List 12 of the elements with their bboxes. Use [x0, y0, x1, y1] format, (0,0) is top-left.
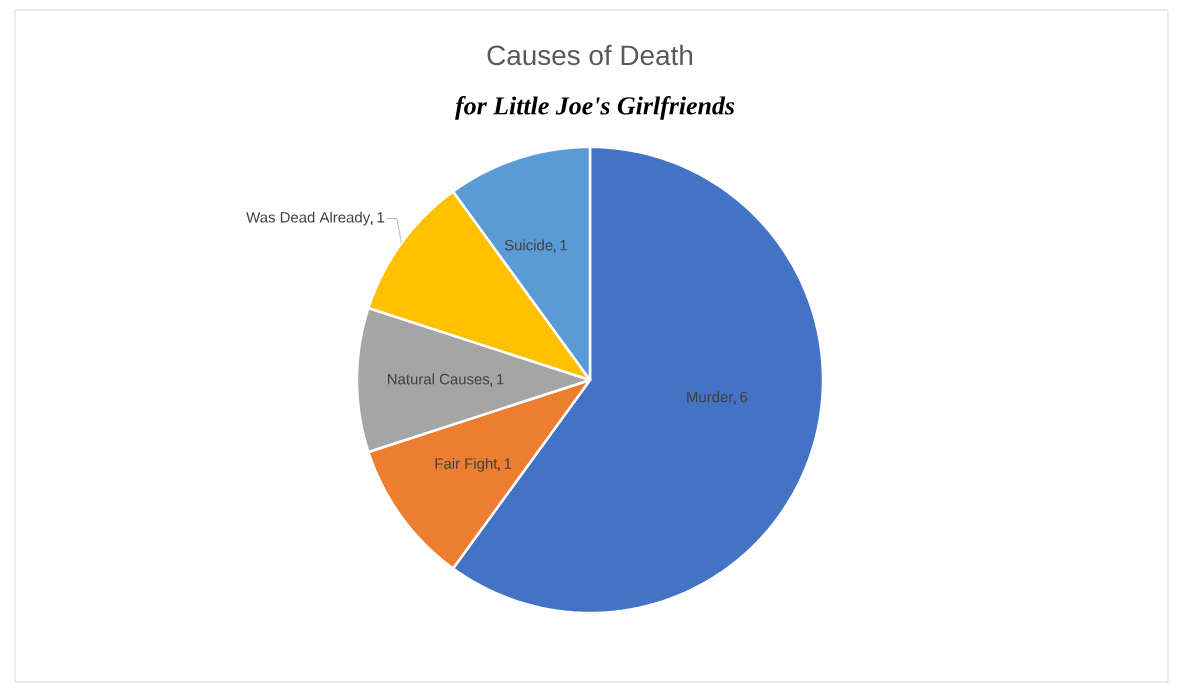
- data-label: 1: [497, 374, 504, 385]
- slice-label: Was Dead Already: [246, 211, 371, 226]
- chart-title: Causes of Death: [487, 44, 693, 66]
- slice-label: Fair Fight: [435, 457, 498, 472]
- slice-label: Natural Causes: [388, 373, 490, 385]
- data-label: 6: [740, 391, 748, 403]
- data-label: 1: [560, 240, 567, 251]
- data-label: 1: [377, 212, 384, 223]
- slice-label: Suicide: [504, 239, 553, 251]
- data-label: 1: [504, 458, 512, 469]
- chart-subtitle: for Little Joe's Girlfriends: [455, 96, 735, 120]
- slice-label: Murder: [687, 391, 734, 403]
